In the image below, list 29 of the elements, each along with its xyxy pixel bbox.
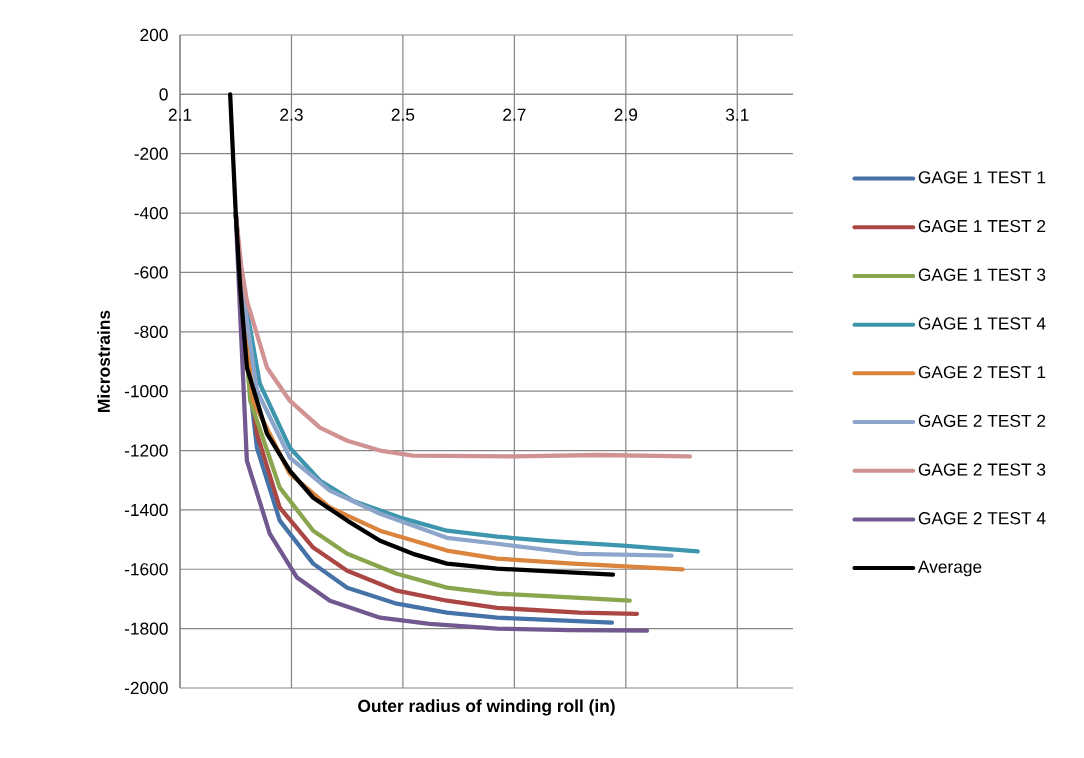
y-tick-label: -2000 [124, 681, 168, 695]
y-tick-label: -200 [134, 147, 168, 160]
y-tick-label: -800 [134, 325, 168, 338]
legend-label: GAGE 2 TEST 2 [918, 414, 1046, 427]
y-tick-label: 0 [159, 88, 168, 101]
x-axis-title: Outer radius of winding roll (in) [358, 699, 615, 716]
legend-label: GAGE 1 TEST 4 [918, 317, 1046, 330]
legend-label: GAGE 2 TEST 3 [918, 463, 1046, 476]
legend-label: GAGE 1 TEST 1 [918, 171, 1046, 184]
y-tick-label: -1000 [124, 385, 168, 398]
x-tick-label: 2.3 [280, 108, 303, 121]
x-tick-label: 3.1 [725, 108, 749, 121]
y-tick-label: -1800 [124, 622, 168, 635]
y-tick-label: -1600 [124, 563, 168, 576]
legend-label: GAGE 1 TEST 3 [918, 268, 1046, 281]
y-tick-label: -1200 [124, 444, 168, 457]
y-axis-title: Microstrains [97, 310, 110, 412]
y-tick-label: -1400 [124, 503, 168, 517]
x-tick-label: 2.1 [168, 108, 192, 121]
x-tick-label: 2.9 [614, 108, 638, 121]
y-tick-label: 200 [140, 28, 168, 42]
legend-label: GAGE 2 TEST 4 [918, 512, 1046, 525]
x-tick-label: 2.7 [503, 108, 526, 121]
y-tick-label: -400 [134, 206, 168, 220]
legend-label: GAGE 2 TEST 1 [918, 366, 1046, 379]
legend-label: GAGE 1 TEST 2 [918, 219, 1046, 233]
y-tick-label: -600 [134, 266, 168, 279]
legend-label: Average [917, 560, 982, 577]
x-tick-label: 2.5 [391, 108, 415, 121]
